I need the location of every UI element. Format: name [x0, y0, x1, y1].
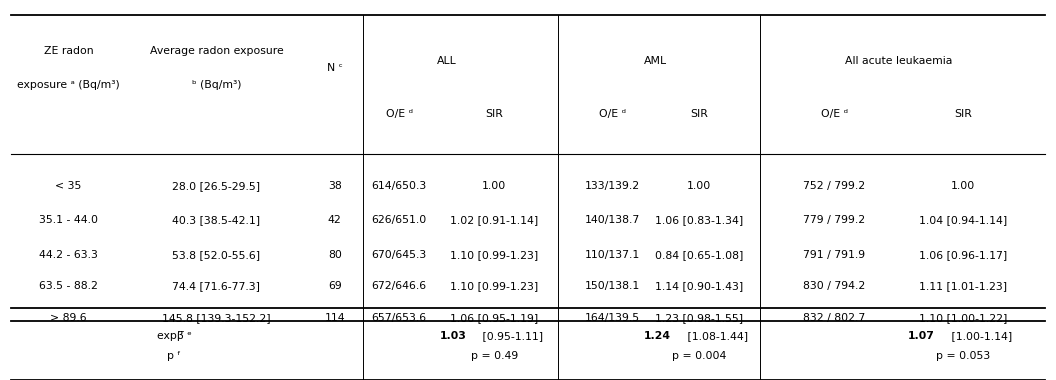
Text: Average radon exposure: Average radon exposure: [150, 46, 283, 56]
Text: 1.06 [0.95-1.19]: 1.06 [0.95-1.19]: [450, 313, 539, 323]
Text: SIR: SIR: [486, 109, 503, 119]
Text: 1.10 [0.99-1.23]: 1.10 [0.99-1.23]: [450, 250, 539, 260]
Text: p = 0.49: p = 0.49: [471, 351, 517, 361]
Text: 28.0 [26.5-29.5]: 28.0 [26.5-29.5]: [172, 181, 261, 191]
Text: 1.03: 1.03: [439, 331, 467, 341]
Text: N ᶜ: N ᶜ: [327, 63, 342, 73]
Text: 44.2 - 63.3: 44.2 - 63.3: [39, 250, 98, 260]
Text: 74.4 [71.6-77.3]: 74.4 [71.6-77.3]: [172, 281, 261, 291]
Text: O/E ᵈ: O/E ᵈ: [821, 109, 848, 119]
Text: 1.10 [1.00-1.22]: 1.10 [1.00-1.22]: [919, 313, 1007, 323]
Text: 38: 38: [327, 181, 342, 191]
Text: 164/139.5: 164/139.5: [585, 313, 640, 323]
Text: 614/650.3: 614/650.3: [372, 181, 427, 191]
Text: 40.3 [38.5-42.1]: 40.3 [38.5-42.1]: [172, 215, 261, 225]
Text: < 35: < 35: [56, 181, 81, 191]
Text: 114: 114: [324, 313, 345, 323]
Text: 145.8 [139.3-152.2]: 145.8 [139.3-152.2]: [163, 313, 270, 323]
Text: 69: 69: [327, 281, 342, 291]
Text: [1.08-1.44]: [1.08-1.44]: [684, 331, 749, 341]
Text: 672/646.6: 672/646.6: [372, 281, 427, 291]
Text: 63.5 - 88.2: 63.5 - 88.2: [39, 281, 98, 291]
Text: 42: 42: [327, 215, 342, 225]
Text: ᵇ (Bq/m³): ᵇ (Bq/m³): [192, 81, 241, 90]
Text: 140/138.7: 140/138.7: [585, 215, 640, 225]
Text: > 89.6: > 89.6: [51, 313, 87, 323]
Text: 1.00: 1.00: [483, 181, 506, 191]
Text: AML: AML: [644, 56, 667, 66]
Text: 626/651.0: 626/651.0: [372, 215, 427, 225]
Text: 830 / 794.2: 830 / 794.2: [804, 281, 865, 291]
Text: 133/139.2: 133/139.2: [585, 181, 640, 191]
Text: O/E ᵈ: O/E ᵈ: [385, 109, 413, 119]
Text: ZE radon: ZE radon: [44, 46, 93, 56]
Text: ALL: ALL: [437, 56, 456, 66]
Text: [0.95-1.11]: [0.95-1.11]: [479, 331, 544, 341]
Text: 1.00: 1.00: [951, 181, 975, 191]
Text: 1.14 [0.90-1.43]: 1.14 [0.90-1.43]: [655, 281, 743, 291]
Text: O/E ᵈ: O/E ᵈ: [599, 109, 626, 119]
Text: 791 / 791.9: 791 / 791.9: [804, 250, 865, 260]
Text: 1.00: 1.00: [687, 181, 711, 191]
Text: SIR: SIR: [955, 109, 972, 119]
Text: 1.06 [0.83-1.34]: 1.06 [0.83-1.34]: [655, 215, 743, 225]
Text: p = 0.053: p = 0.053: [936, 351, 991, 361]
Text: 670/645.3: 670/645.3: [372, 250, 427, 260]
Text: 1.06 [0.96-1.17]: 1.06 [0.96-1.17]: [919, 250, 1007, 260]
Text: 657/653.6: 657/653.6: [372, 313, 427, 323]
Text: 779 / 799.2: 779 / 799.2: [804, 215, 865, 225]
Text: SIR: SIR: [691, 109, 708, 119]
Text: All acute leukaemia: All acute leukaemia: [845, 56, 953, 66]
Text: 0.84 [0.65-1.08]: 0.84 [0.65-1.08]: [655, 250, 743, 260]
Text: p = 0.004: p = 0.004: [672, 351, 727, 361]
Text: 832 / 802.7: 832 / 802.7: [804, 313, 865, 323]
Text: 1.02 [0.91-1.14]: 1.02 [0.91-1.14]: [450, 215, 539, 225]
Text: 1.23 [0.98-1.55]: 1.23 [0.98-1.55]: [655, 313, 743, 323]
Text: 150/138.1: 150/138.1: [585, 281, 640, 291]
Text: exposure ᵃ (Bq/m³): exposure ᵃ (Bq/m³): [17, 81, 120, 90]
Text: expβ̅ ᵉ: expβ̅ ᵉ: [157, 331, 191, 341]
Text: [1.00-1.14]: [1.00-1.14]: [948, 331, 1013, 341]
Text: 35.1 - 44.0: 35.1 - 44.0: [39, 215, 98, 225]
Text: 1.11 [1.01-1.23]: 1.11 [1.01-1.23]: [919, 281, 1007, 291]
Text: 53.8 [52.0-55.6]: 53.8 [52.0-55.6]: [172, 250, 261, 260]
Text: 752 / 799.2: 752 / 799.2: [804, 181, 865, 191]
Text: 1.24: 1.24: [644, 331, 672, 341]
Text: p ᶠ: p ᶠ: [167, 351, 182, 361]
Text: 110/137.1: 110/137.1: [585, 250, 640, 260]
Text: 1.07: 1.07: [908, 331, 935, 341]
Text: 1.04 [0.94-1.14]: 1.04 [0.94-1.14]: [919, 215, 1007, 225]
Text: 80: 80: [327, 250, 342, 260]
Text: 1.10 [0.99-1.23]: 1.10 [0.99-1.23]: [450, 281, 539, 291]
